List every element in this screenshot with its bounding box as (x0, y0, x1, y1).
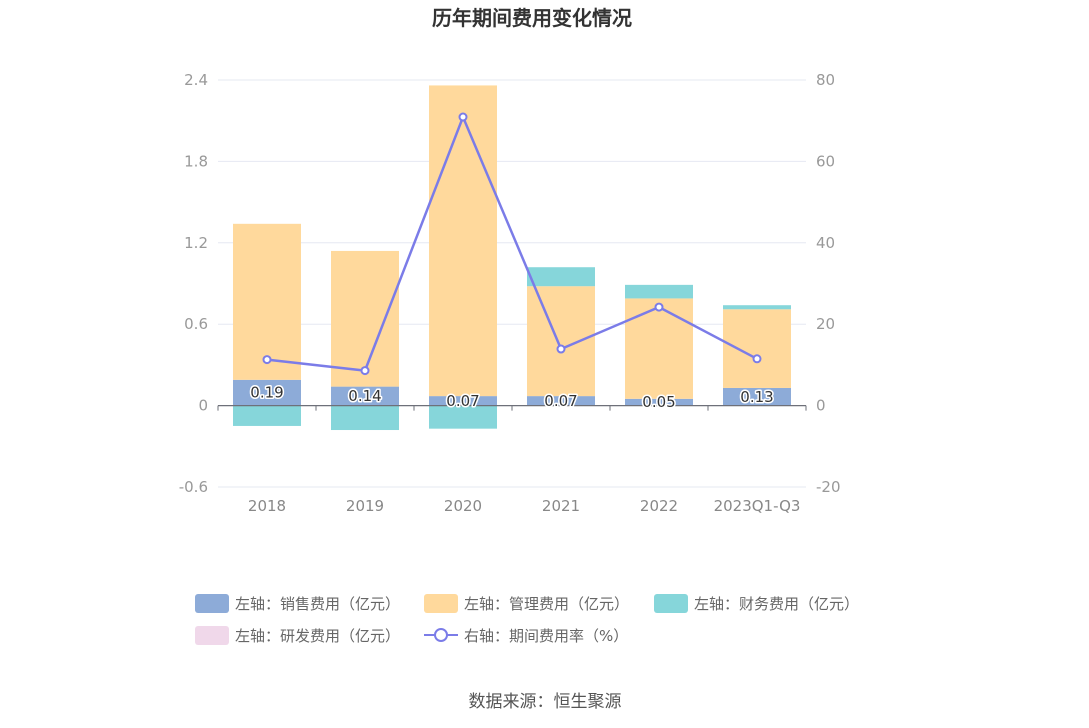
x-tick-label: 2019 (346, 497, 384, 515)
bar-segment (331, 405, 399, 431)
source-note: 数据来源：恒生聚源 (469, 692, 622, 712)
y-left-tick-label: 1.2 (184, 234, 208, 252)
y-right-tick-label: -20 (816, 478, 841, 496)
legend-label: 左轴：研发费用（亿元） (235, 627, 400, 645)
bar-segment (625, 284, 693, 299)
y-axis-right: -20 0 20 40 60 80 (816, 71, 841, 496)
legend-item[interactable]: 左轴：销售费用（亿元） (195, 594, 400, 613)
data-labels: 0.19 0.14 0.07 0.07 0.05 0.13 (249, 382, 775, 412)
bar-segment (625, 298, 693, 399)
legend-swatch (654, 594, 688, 613)
legend[interactable]: 左轴：销售费用（亿元） 左轴：管理费用（亿元） 左轴：财务费用（亿元） 左轴：研发费用… (195, 594, 859, 645)
x-tick-label: 2022 (640, 497, 678, 515)
y-left-tick-label: 2.4 (184, 71, 208, 89)
legend-label: 右轴：期间费用率（%） (464, 627, 628, 645)
bar-segment (723, 305, 791, 310)
bar-segment (429, 85, 497, 397)
legend-swatch (424, 594, 458, 613)
y-left-tick-label: 1.8 (184, 152, 208, 170)
bar-segment (429, 396, 497, 406)
legend-item[interactable]: 左轴：管理费用（亿元） (424, 594, 629, 613)
bar-segment (527, 267, 595, 287)
x-axis-line (217, 405, 807, 411)
legend-label: 左轴：销售费用（亿元） (235, 595, 400, 613)
y-left-tick-label: -0.6 (179, 478, 208, 496)
chart-title: 历年期间费用变化情况 (432, 6, 632, 30)
legend-label: 左轴：管理费用（亿元） (464, 595, 629, 613)
legend-swatch (195, 626, 229, 645)
y-right-tick-label: 40 (816, 234, 835, 252)
data-label: 0.05 (642, 393, 675, 411)
legend-item[interactable]: 左轴：研发费用（亿元） (195, 626, 400, 645)
bar-segment (331, 250, 399, 387)
bar-segment (331, 386, 399, 406)
legend-label: 左轴：财务费用（亿元） (694, 595, 859, 613)
bar-segment (527, 396, 595, 406)
rate-point (556, 344, 566, 354)
rate-point (752, 354, 762, 364)
rate-point (654, 302, 664, 312)
rate-point (360, 366, 370, 376)
x-axis: 2018 2019 2020 2021 2022 2023Q1-Q3 (248, 497, 801, 515)
bar-segment (723, 387, 791, 406)
bar-segment (233, 405, 301, 426)
rate-line-series (262, 112, 762, 376)
grid-lines (218, 79, 806, 488)
y-axis-left: -0.6 0 0.6 1.2 1.8 2.4 (179, 71, 208, 496)
bar-segment (625, 398, 693, 406)
data-label: 0.13 (740, 388, 773, 406)
bar-segment (233, 379, 301, 406)
bar-segment (723, 309, 791, 388)
y-right-tick-label: 60 (816, 152, 835, 170)
rate-line (266, 113, 758, 372)
bar-segment (527, 286, 595, 397)
data-label: 0.07 (446, 392, 479, 410)
y-right-tick-label: 80 (816, 71, 835, 89)
bar-segment (429, 405, 497, 429)
data-label: 0.07 (544, 392, 577, 410)
x-tick-label: 2021 (542, 497, 580, 515)
bar-segment (233, 223, 301, 380)
y-left-tick-label: 0.6 (184, 315, 208, 333)
rate-point (458, 112, 468, 122)
legend-item[interactable]: 左轴：财务费用（亿元） (654, 594, 859, 613)
y-left-tick-label: 0 (198, 397, 208, 415)
rate-point (262, 355, 272, 365)
data-label: 0.14 (348, 387, 381, 405)
x-tick-label: 2023Q1-Q3 (714, 497, 801, 515)
bar-series (233, 85, 791, 431)
legend-item[interactable]: 右轴：期间费用率（%） (424, 627, 628, 645)
x-tick-label: 2020 (444, 497, 482, 515)
data-label: 0.19 (250, 384, 283, 402)
legend-swatch (195, 594, 229, 613)
y-right-tick-label: 20 (816, 315, 835, 333)
y-right-tick-label: 0 (816, 397, 826, 415)
legend-swatch-marker (434, 628, 448, 642)
x-tick-label: 2018 (248, 497, 286, 515)
